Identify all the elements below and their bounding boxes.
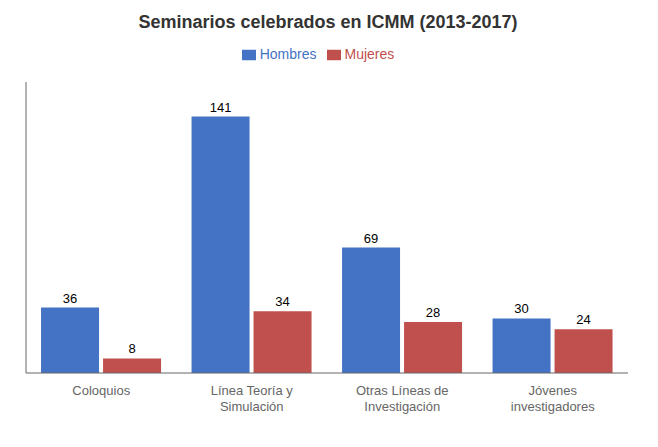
svg-text:Coloquios: Coloquios [72,383,130,398]
svg-text:24: 24 [576,312,590,327]
svg-text:Otras Líneas deInvestigación: Otras Líneas deInvestigación [356,383,449,414]
html-text:Seminarios celebrados en ICMM: Seminarios celebrados en ICMM (2013-2017… [138,12,518,32]
svg-text:28: 28 [426,305,440,320]
svg-text:141: 141 [210,100,232,115]
html-text:Hombres: Hombres [259,46,317,62]
svg-text:30: 30 [514,301,528,316]
html-text:Mujeres: Mujeres [344,46,395,62]
svg-text:36: 36 [63,291,77,306]
svg-text:Línea Teoría ySimulación: Línea Teoría ySimulación [211,383,294,414]
svg-text:69: 69 [364,231,378,246]
svg-text:8: 8 [128,341,135,356]
svg-text:34: 34 [275,294,289,309]
svg-text:Jóvenesinvestigadores: Jóvenesinvestigadores [511,383,595,414]
